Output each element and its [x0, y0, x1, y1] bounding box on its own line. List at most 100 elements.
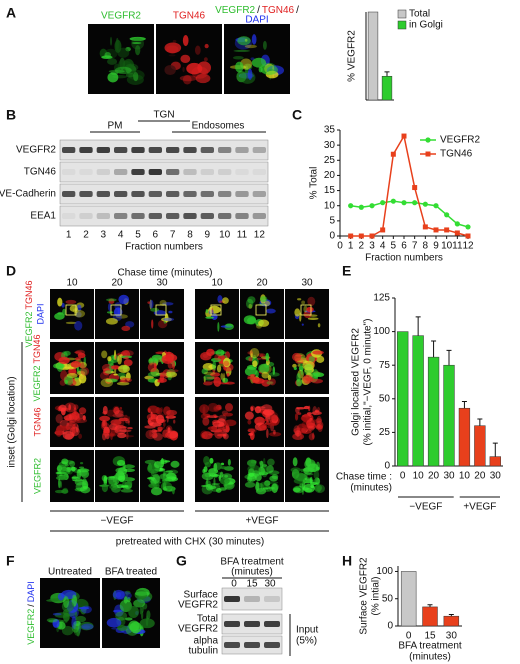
micrograph-signal — [66, 422, 74, 432]
micrograph-signal — [247, 376, 259, 380]
fraction-label: 7 — [170, 230, 176, 241]
micrograph-signal — [194, 45, 201, 55]
micrograph-signal — [159, 299, 167, 306]
micrograph-signal — [107, 303, 112, 312]
micrograph-signal — [219, 471, 224, 478]
chase-title: Chase time (minutes) — [117, 268, 212, 279]
blot-band — [200, 147, 214, 153]
point — [401, 200, 407, 206]
micrograph-signal — [102, 405, 108, 415]
micrograph-signal — [213, 405, 220, 413]
point — [444, 212, 450, 218]
y-tick-label: 50 — [382, 593, 394, 604]
micrograph-signal — [78, 407, 87, 415]
micrograph-signal — [105, 378, 118, 383]
micrograph-signal — [247, 419, 252, 425]
blot-band — [264, 596, 280, 602]
micrograph-signal — [315, 420, 324, 430]
micrograph-signal — [260, 423, 268, 431]
point — [369, 233, 375, 239]
micrograph-signal — [120, 488, 133, 493]
micrograph-signal — [317, 323, 321, 328]
micrograph-signal — [203, 456, 210, 465]
micrograph-signal — [244, 366, 257, 377]
micrograph-signal — [107, 356, 112, 362]
micrograph-signal — [76, 469, 82, 479]
micrograph-signal — [294, 413, 299, 421]
micrograph-signal — [269, 381, 273, 384]
blot — [221, 587, 283, 611]
blot-label: alpha — [194, 636, 219, 647]
x-tick-label: 5 — [391, 241, 397, 252]
time-label: 10 — [211, 278, 223, 289]
micrograph-signal — [133, 599, 146, 608]
micrograph-signal — [113, 406, 120, 415]
micrograph-signal — [203, 371, 216, 376]
micrograph-signal — [213, 462, 218, 472]
micrograph-signal — [64, 379, 69, 384]
micrograph-signal — [127, 426, 133, 430]
y-tick-label: 125 — [373, 293, 390, 304]
time-label: 10 — [66, 278, 78, 289]
micrograph-signal — [63, 350, 71, 356]
micrograph-signal — [75, 357, 82, 361]
micrograph-signal — [52, 612, 62, 616]
x-axis-label: Chase time : — [336, 472, 392, 483]
blot-band — [96, 147, 110, 153]
input-label: Input — [296, 625, 318, 636]
blot-band — [244, 621, 260, 627]
micrograph-signal — [262, 40, 267, 50]
micrograph-signal — [78, 433, 83, 439]
bar — [427, 356, 440, 467]
micrograph-signal — [65, 321, 77, 325]
row-label: VEGFR2 TGN46 — [24, 280, 34, 347]
blot-label: Surface — [184, 590, 219, 601]
micrograph-signal — [265, 70, 279, 79]
micrograph-signal — [131, 37, 145, 50]
blot-band — [114, 191, 128, 197]
micrograph-signal — [261, 371, 270, 379]
micrograph-signal — [315, 424, 323, 430]
micrograph-signal — [249, 374, 256, 377]
legend-label: in Golgi — [409, 20, 443, 31]
micrograph-signal — [57, 592, 65, 601]
micrograph-signal — [222, 428, 227, 439]
micrograph-signal — [258, 466, 265, 476]
micrograph-signal — [248, 303, 253, 309]
micrograph-signal — [298, 365, 304, 372]
image-title: VEGFR2 — [101, 11, 141, 22]
condition-label: BFA treated — [105, 567, 157, 578]
micrograph-signal — [220, 466, 228, 470]
micrograph-signal — [59, 379, 66, 386]
fraction-label: 2 — [83, 230, 89, 241]
micrograph-signal — [247, 296, 256, 304]
micrograph-signal — [209, 473, 220, 477]
blot-band — [166, 191, 180, 197]
micrograph-signal — [46, 599, 59, 602]
micrograph-signal — [214, 354, 221, 361]
micrograph-signal — [220, 372, 224, 380]
label-part: / — [26, 604, 36, 607]
micrograph-signal — [195, 73, 211, 84]
micrograph-signal — [164, 477, 174, 482]
x-tick-label: 0 — [406, 631, 412, 642]
micrograph-signal — [100, 378, 114, 388]
micrograph-signal — [76, 424, 79, 433]
micrograph-signal — [255, 370, 259, 378]
micrograph-signal — [161, 354, 174, 364]
micrograph-signal — [112, 589, 125, 600]
micrograph-signal — [114, 410, 124, 417]
point — [433, 227, 439, 233]
time-label: 30 — [264, 579, 276, 590]
micrograph-signal — [205, 483, 213, 491]
micrograph-signal — [160, 472, 173, 480]
micrograph-signal — [244, 44, 257, 49]
micrograph-signal — [252, 360, 258, 368]
x-tick-label: 1 — [348, 241, 354, 252]
blot-band — [148, 147, 162, 153]
micrograph-signal — [150, 307, 160, 312]
micrograph-signal — [141, 610, 144, 620]
micrograph-signal — [168, 310, 173, 314]
micrograph-signal — [55, 427, 63, 437]
legend-swatch — [397, 20, 407, 30]
